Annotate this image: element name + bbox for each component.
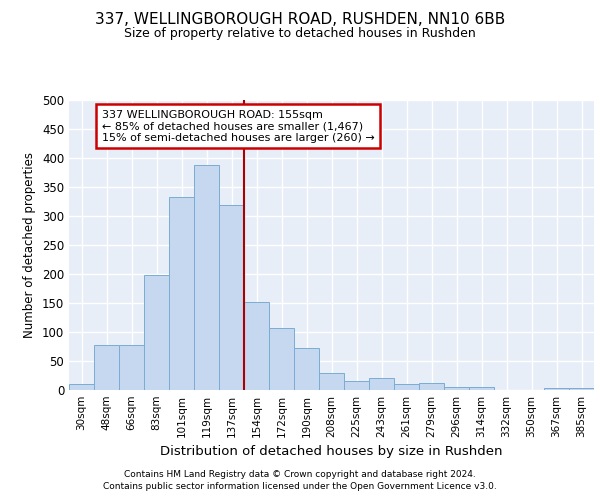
Text: Size of property relative to detached houses in Rushden: Size of property relative to detached ho…: [124, 28, 476, 40]
Y-axis label: Number of detached properties: Number of detached properties: [23, 152, 37, 338]
Bar: [219, 205, 244, 390]
Bar: [319, 372, 344, 390]
Bar: [344, 382, 369, 390]
Text: Contains public sector information licensed under the Open Government Licence v3: Contains public sector information licen…: [103, 482, 497, 491]
Bar: [469, 387, 494, 390]
Text: 337, WELLINGBOROUGH ROAD, RUSHDEN, NN10 6BB: 337, WELLINGBOROUGH ROAD, RUSHDEN, NN10 …: [95, 12, 505, 28]
X-axis label: Distribution of detached houses by size in Rushden: Distribution of detached houses by size …: [160, 446, 503, 458]
Bar: [369, 378, 394, 390]
Bar: [119, 346, 144, 390]
Bar: [544, 388, 569, 390]
Bar: [419, 383, 444, 390]
Bar: [444, 387, 469, 390]
Bar: [569, 388, 594, 390]
Bar: [94, 346, 119, 390]
Bar: [244, 302, 269, 390]
Bar: [394, 384, 419, 390]
Text: 337 WELLINGBOROUGH ROAD: 155sqm
← 85% of detached houses are smaller (1,467)
15%: 337 WELLINGBOROUGH ROAD: 155sqm ← 85% of…: [101, 110, 374, 142]
Bar: [269, 328, 294, 390]
Bar: [144, 274, 169, 390]
Text: Contains HM Land Registry data © Crown copyright and database right 2024.: Contains HM Land Registry data © Crown c…: [124, 470, 476, 479]
Bar: [294, 348, 319, 390]
Bar: [194, 165, 219, 390]
Bar: [169, 197, 194, 390]
Bar: [69, 384, 94, 390]
